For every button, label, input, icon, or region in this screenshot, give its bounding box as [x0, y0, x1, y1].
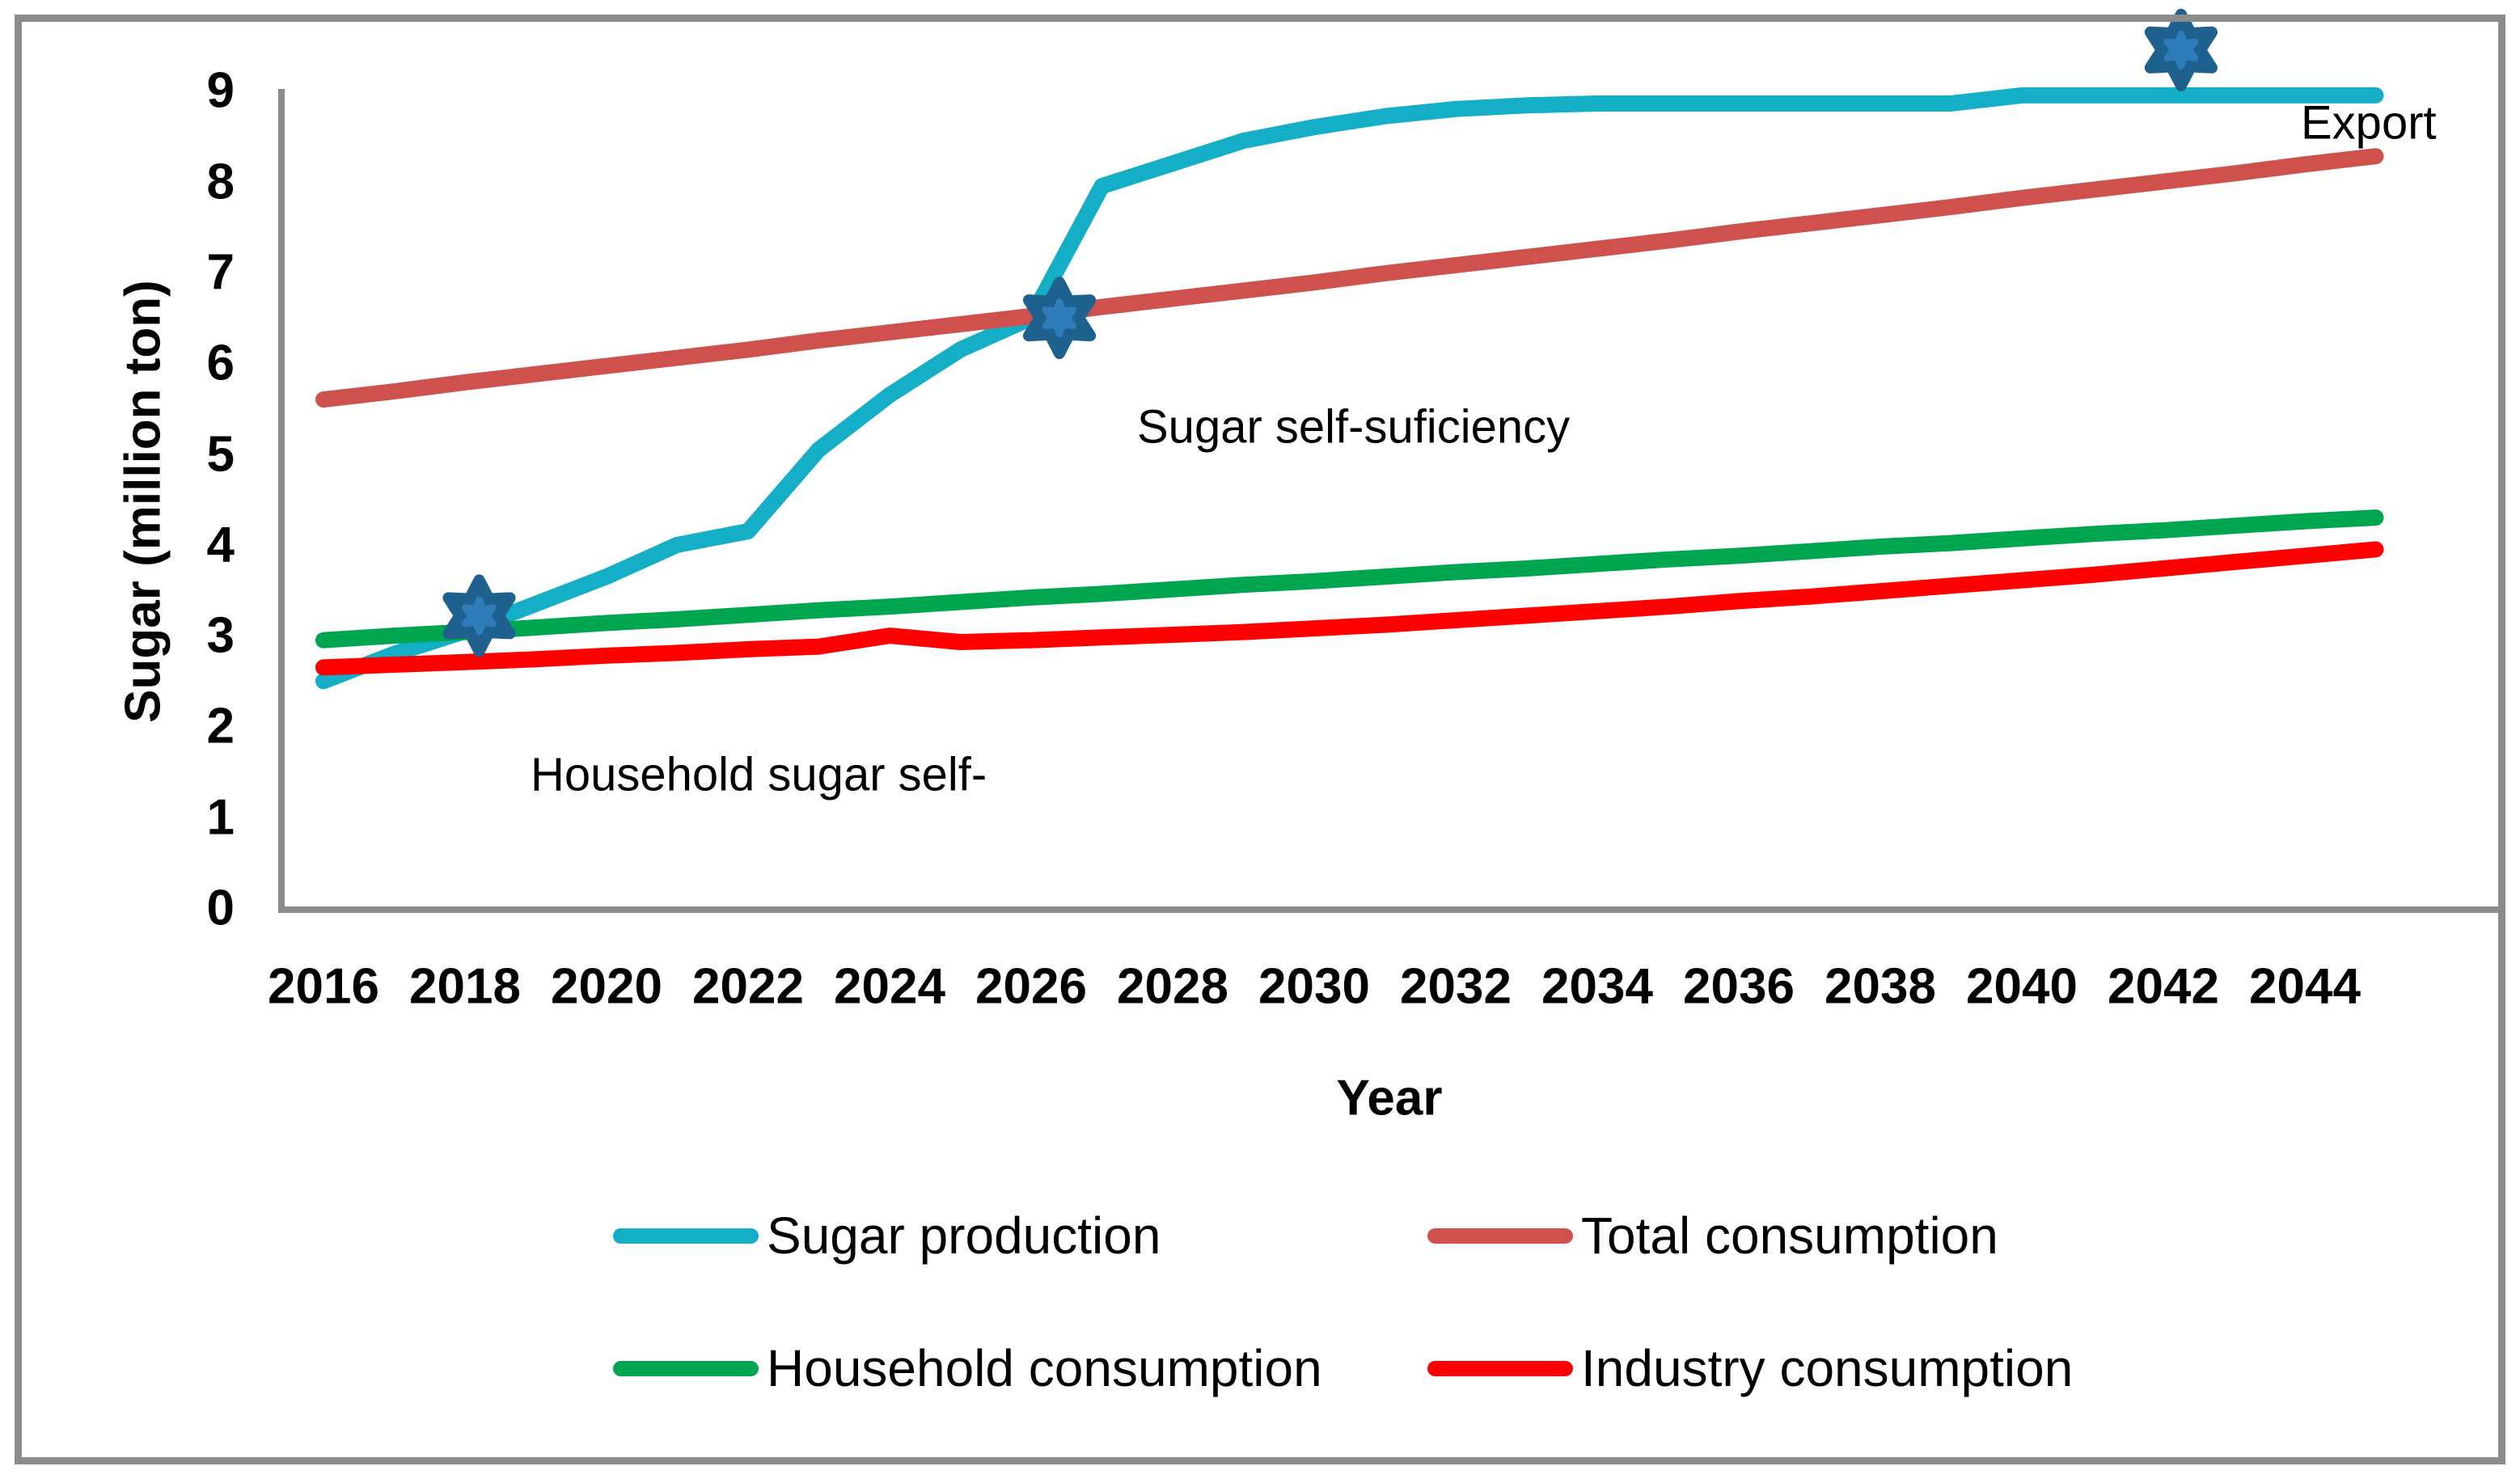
- series-household-consumption: [315, 509, 2384, 649]
- annotation-sugar-self-sufficiency: Sugar self-suficiency: [1137, 400, 1571, 454]
- legend-item-total-consumption: Total consumption: [1427, 1206, 1998, 1266]
- x-tick-label: 2044: [2249, 958, 2361, 1015]
- legend-label: Total consumption: [1581, 1206, 1998, 1265]
- star-marker-inner-icon: [2163, 30, 2199, 70]
- series-sugar-production: [315, 87, 2384, 690]
- x-axis-title: Year: [1336, 1070, 1443, 1126]
- legend-label: Sugar production: [767, 1206, 1161, 1265]
- legend-swatch-icon: [613, 1228, 759, 1244]
- x-tick-label: 2040: [1966, 958, 2078, 1015]
- legend-swatch-icon: [613, 1360, 759, 1376]
- x-tick-label: 2024: [834, 958, 945, 1015]
- annotation-household-self-sufficiency: Household sugar self-: [531, 748, 987, 801]
- y-tick-label: 3: [206, 607, 235, 664]
- star-marker-inner-icon: [462, 596, 497, 636]
- x-tick-label: 2036: [1683, 958, 1795, 1015]
- y-tick-label: 7: [206, 244, 235, 301]
- x-tick-label: 2020: [551, 958, 662, 1015]
- x-tick-label: 2022: [692, 958, 804, 1015]
- legend-label: Industry consumption: [1581, 1339, 2074, 1397]
- legend-item-industry-consumption: Industry consumption: [1427, 1338, 2073, 1398]
- series-industry-consumption: [315, 541, 2384, 676]
- y-tick-label: 6: [206, 335, 235, 391]
- y-axis-title: Sugar (million ton): [115, 280, 171, 723]
- annotation-export: Export: [2301, 96, 2437, 150]
- x-tick-label: 2034: [1541, 958, 1653, 1015]
- x-tick-label: 2016: [268, 958, 379, 1015]
- x-tick-label: 2028: [1117, 958, 1228, 1015]
- series-total-consumption: [315, 148, 2384, 408]
- y-tick-label: 5: [206, 426, 235, 482]
- x-tick-label: 2018: [409, 958, 521, 1015]
- legend-item-household-consumption: Household consumption: [613, 1338, 1322, 1398]
- x-tick-label: 2038: [1824, 958, 1936, 1015]
- y-tick-label: 1: [206, 789, 235, 846]
- y-tick-label: 2: [206, 698, 235, 754]
- x-tick-label: 2026: [975, 958, 1087, 1015]
- legend-label: Household consumption: [767, 1339, 1322, 1397]
- y-tick-label: 0: [206, 880, 235, 936]
- star-marker-inner-icon: [1042, 298, 1077, 338]
- legend-swatch-icon: [1427, 1360, 1573, 1376]
- x-tick-label: 2042: [2108, 958, 2219, 1015]
- y-tick-label: 8: [206, 154, 235, 210]
- legend-swatch-icon: [1427, 1228, 1573, 1244]
- y-tick-label: 4: [206, 517, 235, 573]
- y-tick-label: 9: [206, 62, 235, 119]
- x-tick-label: 2030: [1258, 958, 1370, 1015]
- legend-item-sugar-production: Sugar production: [613, 1206, 1161, 1266]
- x-tick-label: 2032: [1400, 958, 1512, 1015]
